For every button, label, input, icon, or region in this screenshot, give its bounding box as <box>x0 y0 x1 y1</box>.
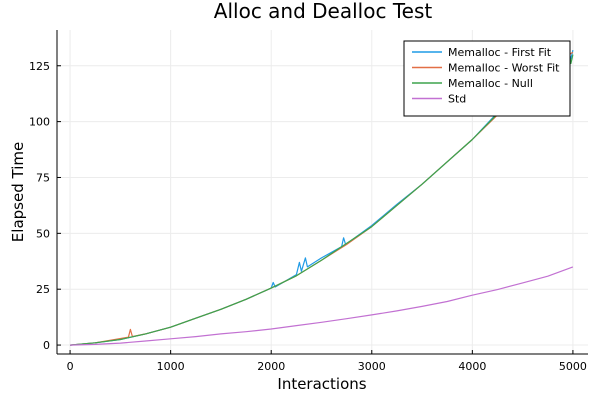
ticks: 0 1000 2000 3000 4000 5000 0 25 50 75 100 125 <box>29 60 587 373</box>
x-tick-label: 0 <box>67 360 74 373</box>
legend-box <box>403 40 571 117</box>
series-line-4 <box>70 266 574 346</box>
legend: Memalloc - First Fit Memalloc - Worst Fit… <box>403 40 571 117</box>
y-tick-label: 25 <box>36 283 50 296</box>
y-tick-label: 125 <box>29 60 50 73</box>
x-tick-label: 1000 <box>157 360 185 373</box>
x-tick-label: 4000 <box>458 360 486 373</box>
y-tick-label: 75 <box>36 171 50 184</box>
y-tick-label: 50 <box>36 227 50 240</box>
axes <box>56 30 588 355</box>
x-tick-label: 3000 <box>358 360 386 373</box>
x-tick-label: 2000 <box>257 360 285 373</box>
x-axis-label: Interactions <box>277 375 366 393</box>
legend-label: Memalloc - First Fit <box>448 46 552 59</box>
legend-label: Memalloc - Null <box>448 77 533 90</box>
grid <box>57 30 588 354</box>
y-axis-label: Elapsed Time <box>9 142 27 242</box>
legend-label: Std <box>448 93 466 106</box>
y-tick-label: 0 <box>43 339 50 352</box>
chart-title: Alloc and Dealloc Test <box>214 0 433 23</box>
legend-label: Memalloc - Worst Fit <box>448 62 560 75</box>
x-tick-label: 5000 <box>559 360 587 373</box>
y-tick-label: 100 <box>29 116 50 129</box>
